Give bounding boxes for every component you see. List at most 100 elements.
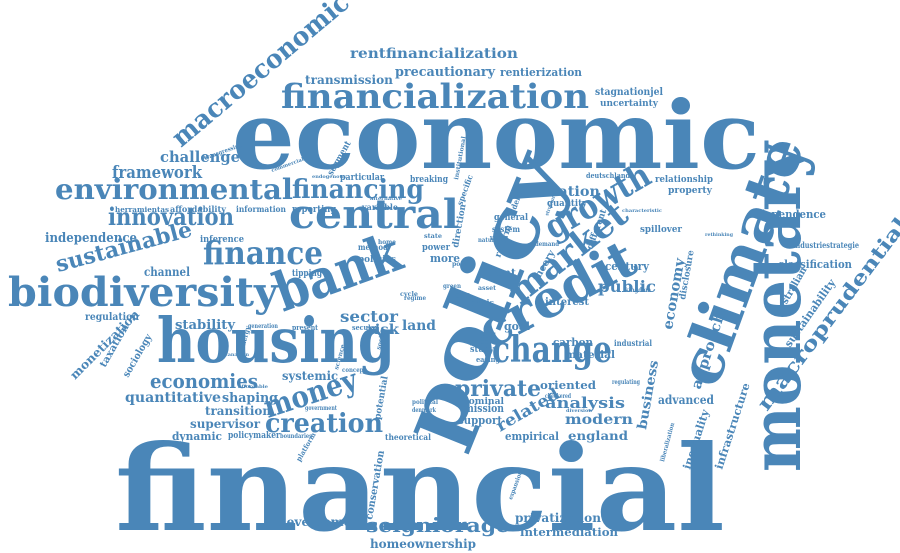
word-quantity: quantity	[547, 199, 588, 209]
word-property: property	[668, 186, 713, 196]
word-housing: housing	[157, 304, 395, 377]
word-present: present	[292, 323, 319, 332]
word-endogenous: endogenous	[312, 174, 346, 180]
word-more: more	[430, 252, 460, 265]
word-breaking: breaking	[410, 175, 449, 185]
word-finance: finance	[203, 234, 323, 272]
word-challenge: challenge	[160, 148, 240, 166]
word-generation: generation	[248, 323, 279, 330]
word-uncertainty: uncertainty	[600, 99, 659, 109]
word-crisis: crisis	[470, 299, 494, 309]
word-diversion: diversion	[566, 408, 592, 414]
word-reporting: reporting	[292, 205, 337, 215]
word-kingdom: kingdom	[625, 287, 652, 294]
word-nature: nature	[478, 237, 498, 244]
word-rethinking: rethinking	[705, 232, 733, 238]
word-analysis: analysis	[545, 394, 625, 412]
word-rent: rent	[490, 268, 516, 279]
word-cycle: cycle	[400, 291, 418, 298]
word-deutschland: deutschland	[586, 171, 630, 180]
word-stability: stability	[175, 318, 235, 333]
word-mission: mission	[464, 402, 504, 415]
word-material: material	[565, 350, 615, 361]
word-denmark: denmark	[412, 407, 437, 414]
word-general: general	[494, 213, 529, 223]
word-privatization: privatization	[515, 511, 601, 525]
word-loss: loss	[452, 291, 470, 301]
word-affordable: affordable	[238, 384, 268, 390]
word-state: state	[424, 233, 442, 240]
word-private: private	[455, 376, 541, 402]
word-modern: modern	[565, 412, 633, 428]
word-sector: sector	[340, 307, 399, 326]
word-classification: classification	[778, 258, 852, 271]
word-risk: risk	[367, 322, 399, 338]
word-interest: interest	[545, 297, 589, 308]
word-point: point	[452, 261, 470, 268]
word-canadian: canadian	[225, 352, 249, 358]
word-stagnationjel: stagnationjel	[595, 87, 663, 98]
word-channel: channel	[144, 265, 190, 279]
word-industriestrategie: industriestrategie	[793, 240, 859, 250]
word-tipping: tipping	[292, 269, 323, 279]
word-regulation: regulation	[85, 312, 140, 323]
word-seigniorage: seigniorage	[366, 513, 510, 537]
word-industrial: industrial	[614, 338, 652, 348]
word-theoretical: theoretical	[385, 432, 431, 442]
word-green: green	[443, 283, 462, 290]
word-regime: regime	[404, 295, 426, 302]
word-checkered: checkered	[545, 393, 572, 400]
word-government: government	[305, 405, 337, 412]
word-shaping: shaping	[222, 391, 278, 406]
word-transition: transition	[205, 404, 271, 418]
word-advanced: advanced	[658, 393, 715, 407]
word-central: central	[289, 191, 459, 238]
word-empirical: empirical	[505, 430, 559, 443]
word-home: home	[378, 239, 396, 246]
word-spillover: spillover	[640, 225, 682, 235]
word-regulating: regulating	[612, 379, 641, 386]
word-asset: asset	[478, 285, 496, 292]
word-political: political	[412, 399, 439, 406]
word-policymaker: policymaker	[228, 431, 280, 441]
word-environmental: environmental	[55, 173, 293, 206]
word-system: system	[492, 224, 520, 234]
word-precautionary: precautionary	[395, 65, 495, 80]
word-rentfinancialization: rentfinancialization	[350, 46, 518, 62]
word-economic: economic	[232, 81, 760, 191]
word-paper: paper	[470, 337, 492, 346]
word-inference: inference	[200, 235, 244, 245]
word-oriented: oriented	[540, 379, 596, 392]
word-value: value	[489, 233, 508, 242]
word-independence: independence	[45, 231, 137, 246]
word-carbon: carbon	[553, 336, 593, 349]
word-land: land	[402, 318, 436, 334]
word-financialization: financialization	[281, 77, 589, 117]
word-method: method	[358, 242, 388, 252]
word-rentierization: rentierization	[500, 66, 582, 79]
word-century: century	[605, 260, 650, 273]
word-systemic: systemic	[282, 369, 338, 383]
word-development: development	[278, 515, 366, 529]
word-study: study	[470, 345, 495, 355]
word-information: information	[236, 204, 286, 214]
word-secular: secular	[352, 323, 378, 332]
word-alternative: alternative	[370, 196, 402, 202]
word-nominal: nominal	[462, 397, 505, 407]
word-quantitative: quantitative	[125, 390, 221, 406]
word-variable: variable	[361, 202, 398, 212]
word-england: england	[568, 429, 629, 443]
word-biodiversity: biodiversity	[8, 269, 280, 316]
word-change: change	[492, 329, 612, 371]
word-support: support	[458, 414, 503, 427]
word-power: power	[422, 243, 450, 253]
word-characteristic: characteristic	[622, 208, 662, 214]
word-easing: easing	[476, 355, 500, 364]
word-innovation: innovation	[108, 202, 234, 231]
word-framework: framework	[112, 163, 203, 183]
word-fiscal: fiscal	[476, 331, 496, 340]
word-inflation: inflation	[532, 184, 600, 200]
word-concept: concept	[342, 367, 366, 374]
